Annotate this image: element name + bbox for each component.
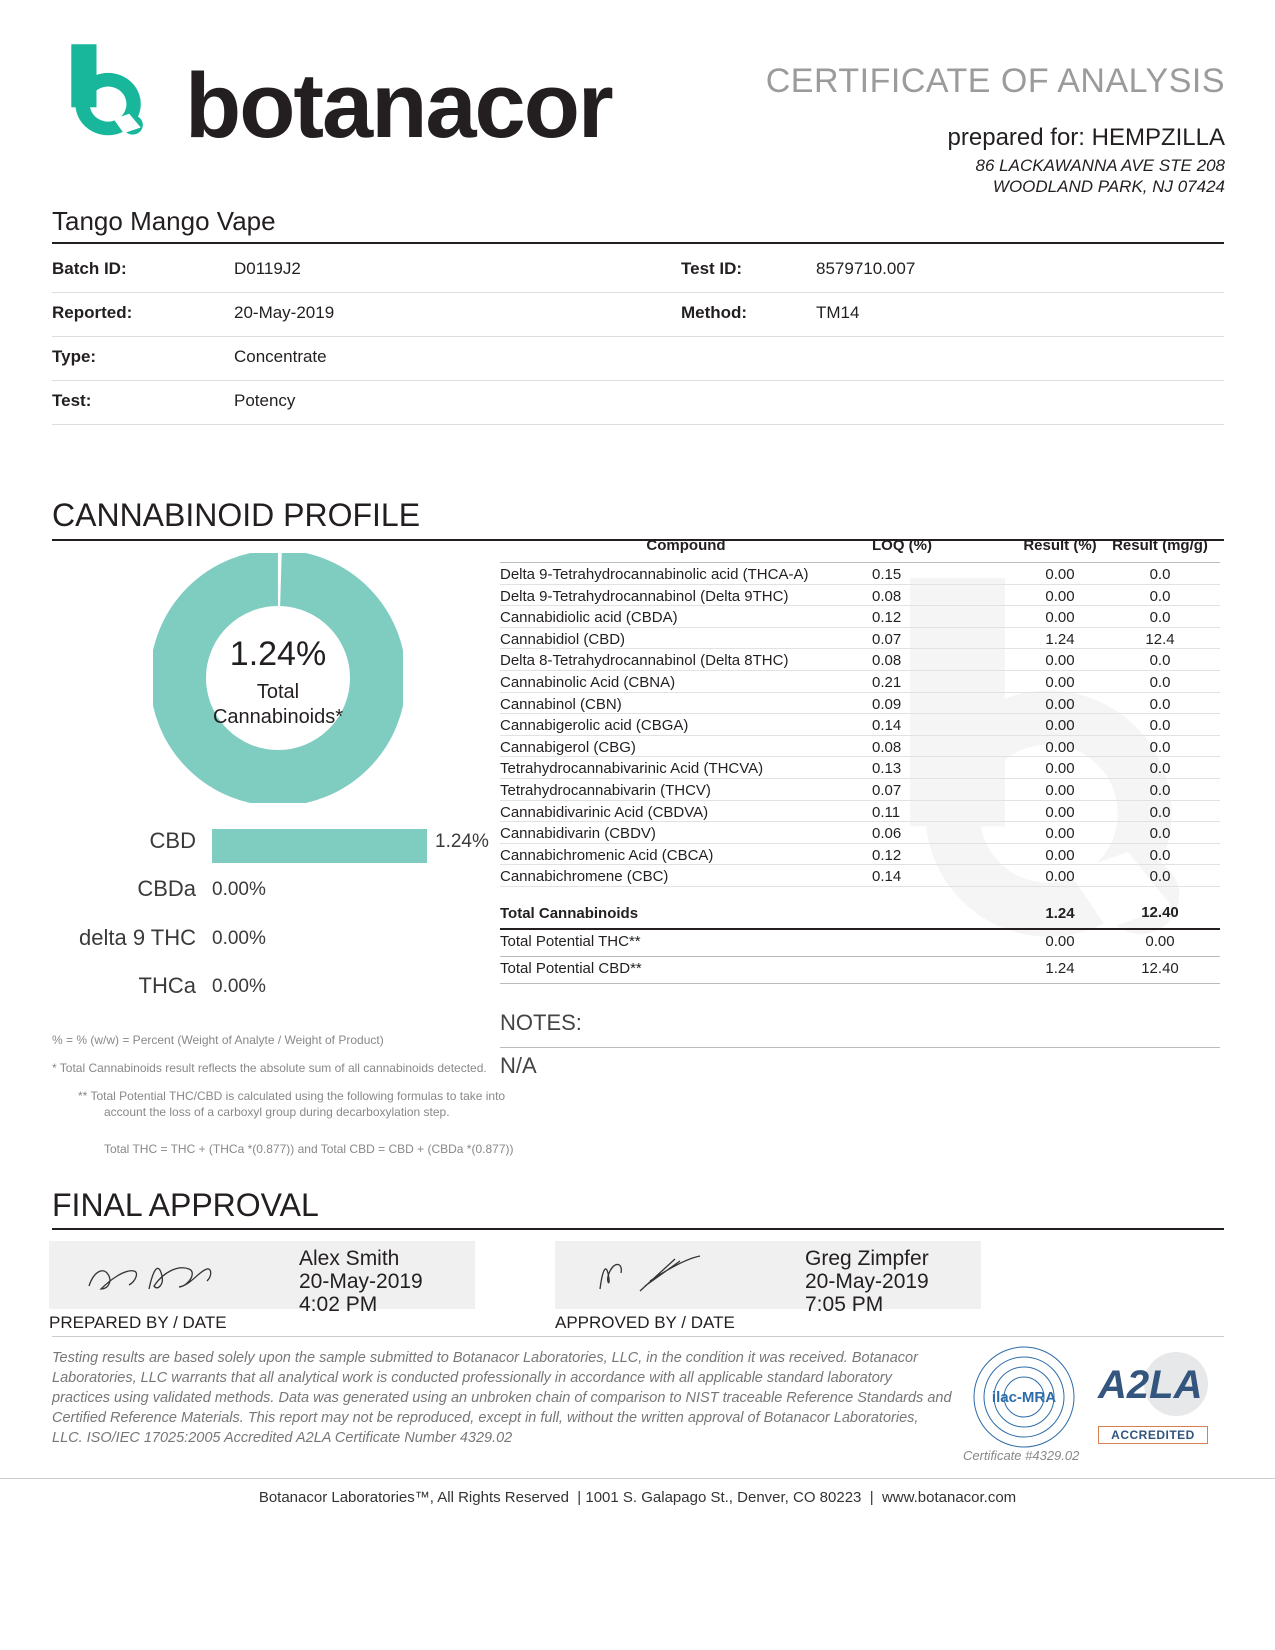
svg-text:ilac-MRA: ilac-MRA [992, 1389, 1056, 1406]
svg-text:A2LA: A2LA [1097, 1363, 1202, 1407]
